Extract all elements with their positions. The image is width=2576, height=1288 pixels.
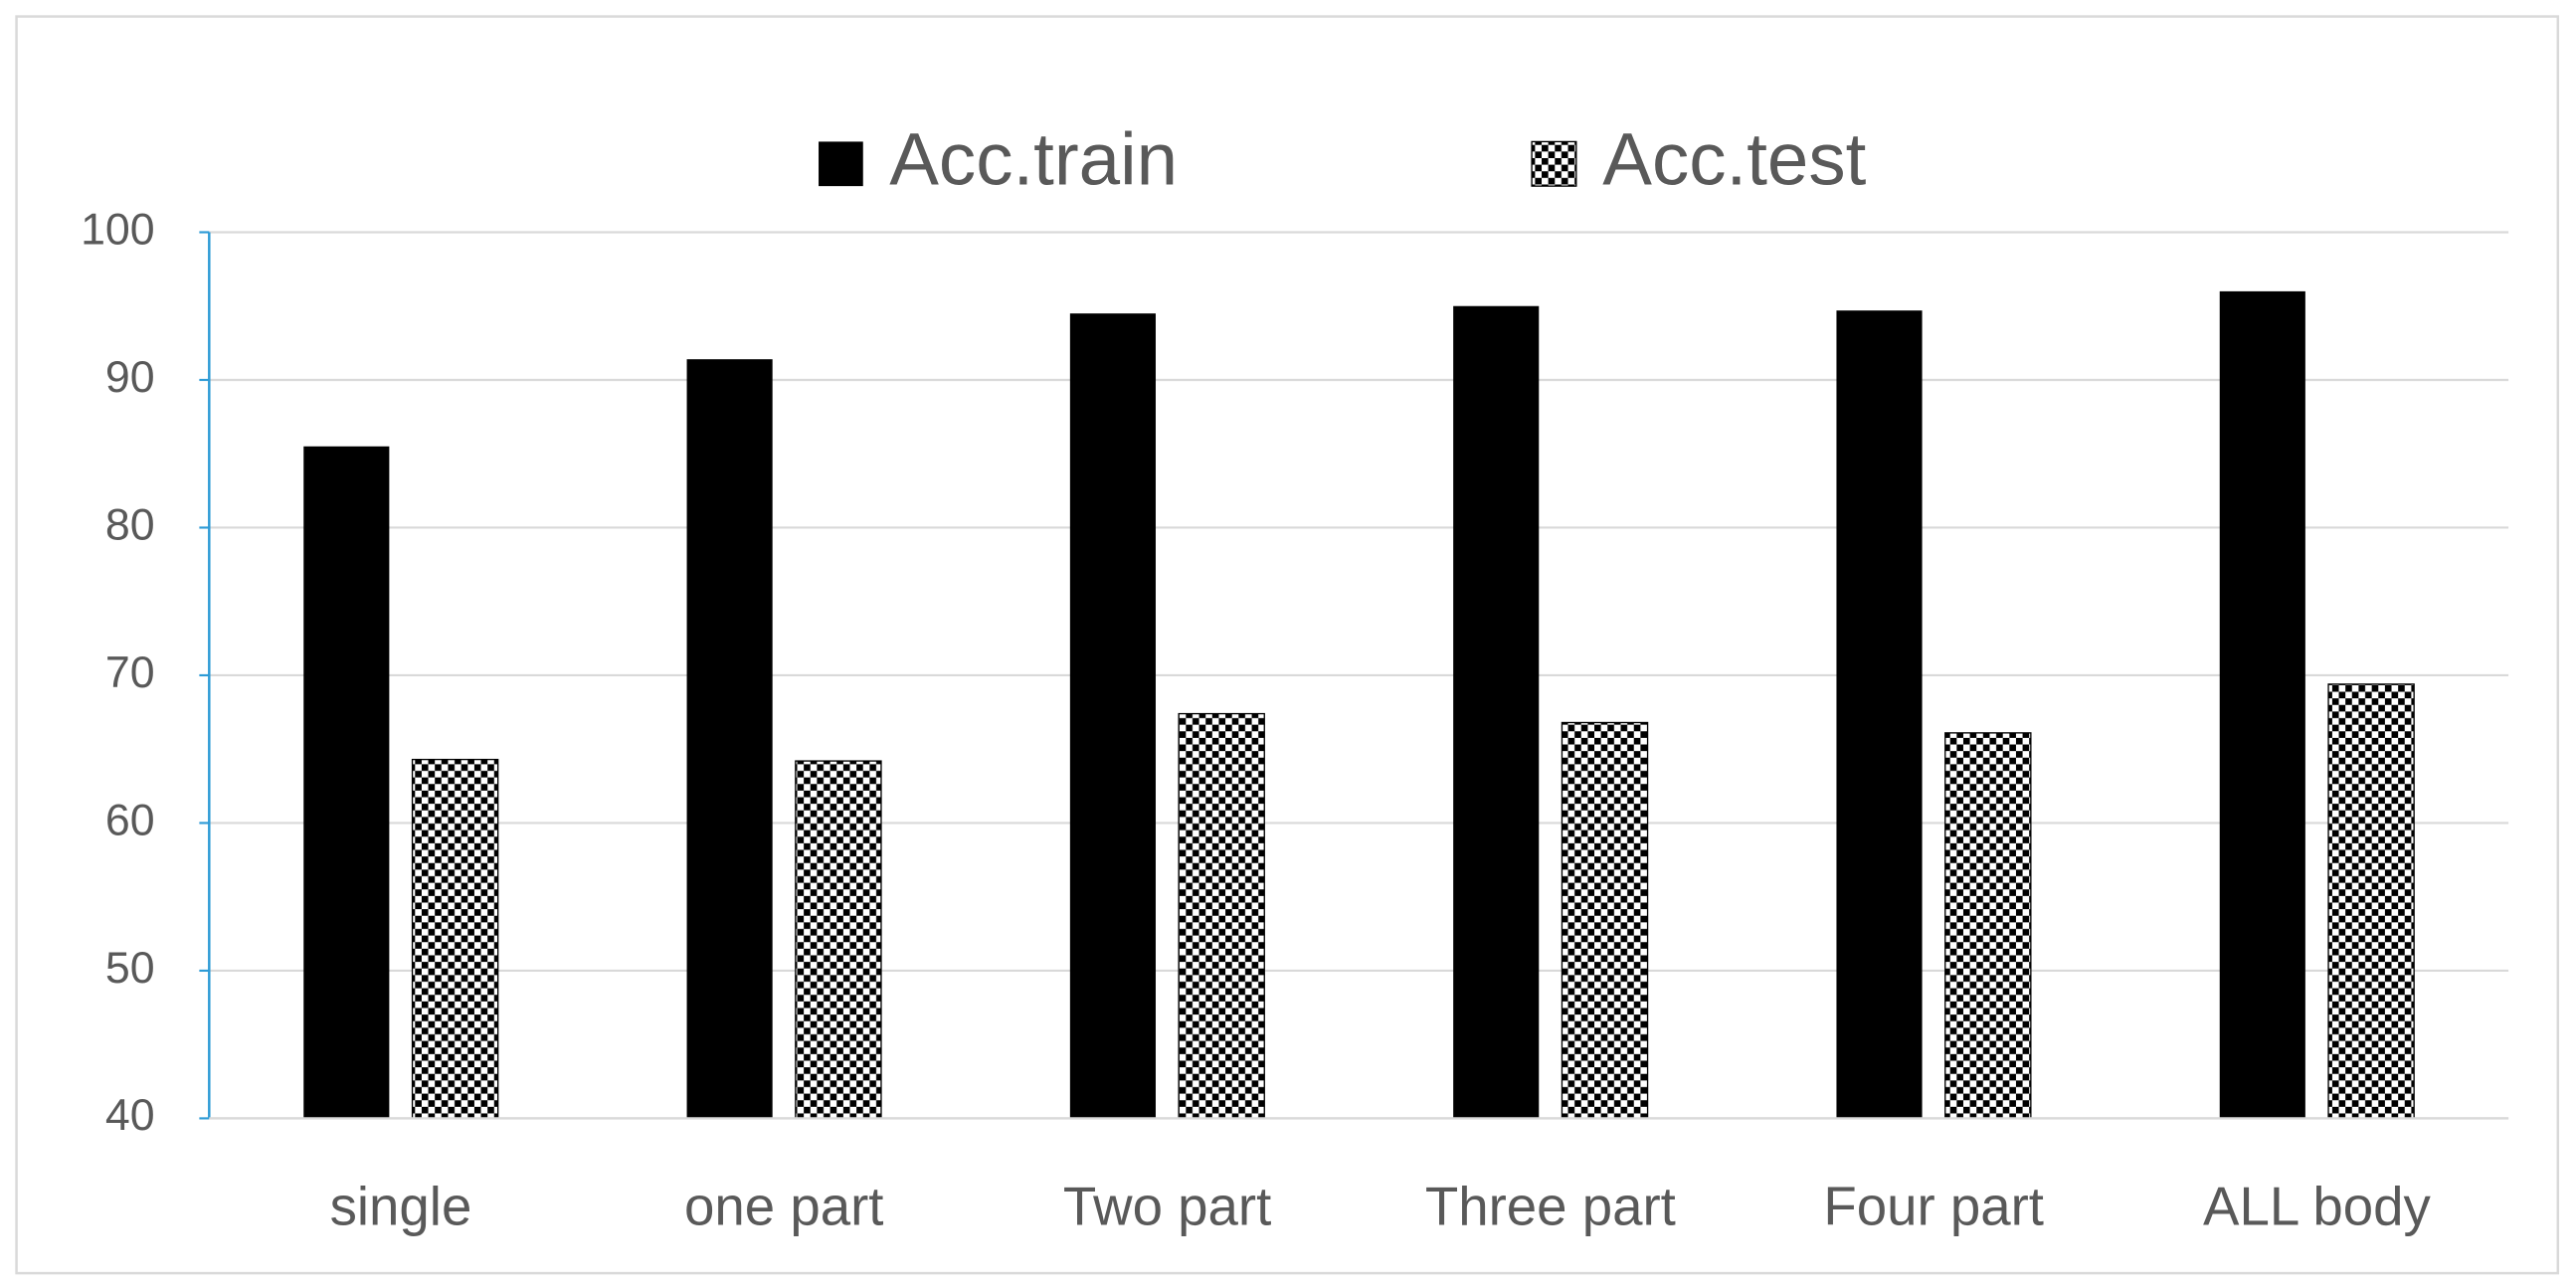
- bar: [1944, 732, 2032, 1120]
- bar: [795, 760, 882, 1120]
- x-tick-label: Four part: [1823, 1177, 2044, 1237]
- bar: [411, 758, 499, 1120]
- legend-label: Acc.test: [1602, 117, 1866, 200]
- x-tick-label: ALL body: [2203, 1177, 2431, 1237]
- y-tick-label: 60: [105, 796, 155, 844]
- y-tick-label: 70: [105, 648, 155, 697]
- x-tick-label: single: [330, 1177, 472, 1237]
- y-tick-label: 50: [105, 944, 155, 993]
- bar: [1561, 721, 1649, 1120]
- y-tick-label: 40: [105, 1091, 155, 1140]
- y-tick-label: 80: [105, 500, 155, 549]
- x-tick-label: Two part: [1063, 1177, 1271, 1237]
- legend-swatch: [1531, 140, 1577, 187]
- bar: [686, 359, 773, 1119]
- chart-frame: [15, 15, 2560, 1275]
- bar: [1069, 313, 1156, 1119]
- x-tick-label: Three part: [1425, 1177, 1676, 1237]
- legend-label: Acc.train: [889, 117, 1178, 200]
- x-tick-label: one part: [684, 1177, 883, 1237]
- bar: [1178, 712, 1265, 1120]
- bar: [1836, 310, 1923, 1119]
- legend-swatch: [819, 141, 863, 187]
- y-tick-label: 90: [105, 353, 155, 402]
- y-tick-label: 100: [81, 205, 155, 254]
- bar: [303, 446, 390, 1119]
- bar: [2327, 683, 2415, 1120]
- bar: [2219, 290, 2305, 1119]
- bar: [1453, 305, 1540, 1119]
